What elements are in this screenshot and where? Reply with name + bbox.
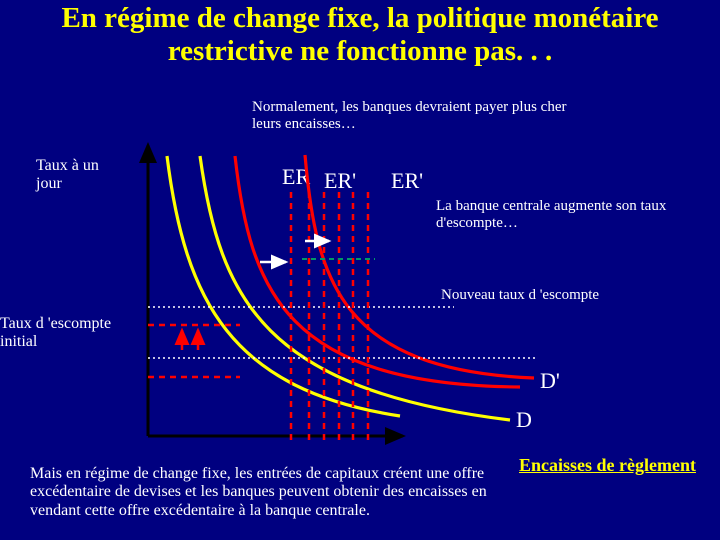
bottom-label: Encaisses de règlement [519,455,699,477]
bottom-text: Mais en régime de change fixe, les entré… [30,465,520,520]
slide: En régime de change fixe, la politique m… [0,0,720,540]
